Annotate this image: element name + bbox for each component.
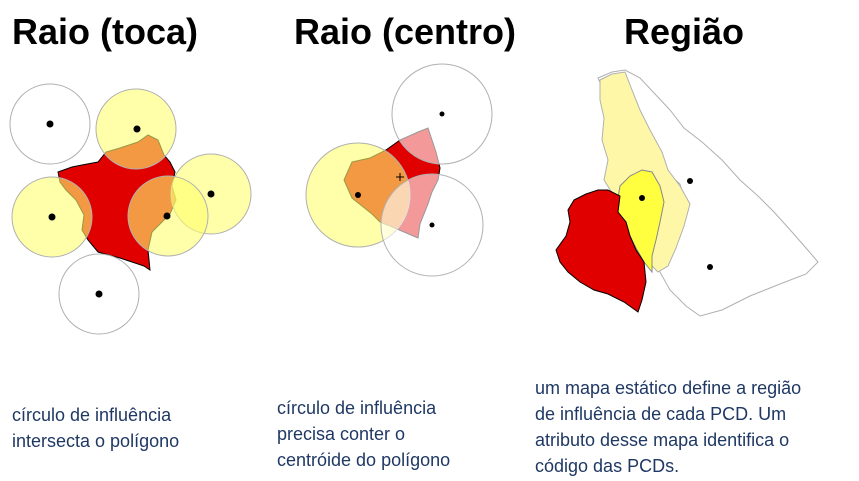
description-line: intersecta o polígono [12, 431, 180, 451]
station-point [48, 213, 56, 221]
station-point [46, 120, 54, 128]
station-point [207, 190, 215, 198]
panel-raio-toca [9, 83, 252, 335]
description-line: atributo desse mapa identifica o [535, 430, 790, 450]
description-line: um mapa estático define a região [535, 378, 802, 398]
description-raio-centro: círculo de influência precisa conter o c… [277, 395, 450, 473]
panel-regiao [555, 69, 819, 317]
station-point [163, 212, 171, 220]
station-point [707, 264, 713, 270]
station-point [639, 195, 645, 201]
station-point [687, 178, 693, 184]
title-regiao: Região [624, 11, 745, 52]
description-raio-toca: círculo de influência intersecta o políg… [12, 402, 179, 454]
centroid-marker [396, 173, 404, 181]
station-point [429, 222, 435, 228]
description-line: círculo de influência [12, 405, 172, 425]
description-line: círculo de influência [277, 398, 437, 418]
description-line: código das PCDs. [535, 456, 680, 476]
title-raio-centro: Raio (centro) [294, 11, 517, 52]
title-raio-toca: Raio (toca) [12, 11, 199, 52]
station-point [95, 290, 103, 298]
description-regiao: um mapa estático define a região de infl… [535, 375, 801, 479]
panel-raio-centro [305, 63, 493, 277]
station-point [355, 192, 361, 198]
municipality-polygon [555, 189, 647, 313]
station-point [133, 125, 141, 133]
description-line: de influência de cada PCD. Um [535, 404, 787, 424]
station-point [439, 111, 445, 117]
description-line: centróide do polígono [277, 450, 451, 470]
description-line: precisa conter o [277, 424, 406, 444]
